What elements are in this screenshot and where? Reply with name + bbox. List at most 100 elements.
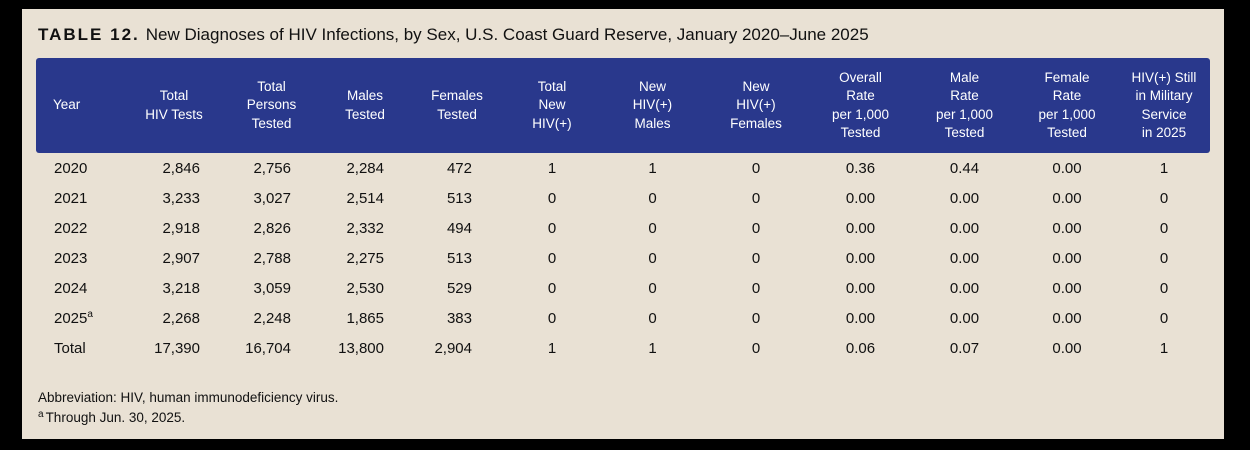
cell-year: 2022 [54,219,88,237]
cell-males-tested: 1,865 [346,309,384,327]
table-row: 2021 3,233 3,027 2,514 513 0 0 0 0.00 0.00 0.00 0 [36,183,1210,213]
cell-overall-rate-per-1000-tested: 0.00 [845,249,876,267]
cell-hiv-positive-still-in-service: 1 [1159,339,1169,357]
cell-males-tested: 2,275 [346,249,384,267]
cell-new-hiv-positive-females: 0 [751,309,761,327]
cell-total-new-hiv-positive: 1 [547,159,557,177]
cell-total-persons-tested: 3,059 [253,279,291,297]
cell-total-persons-tested: 2,788 [253,249,291,267]
table-header-row: Year Total HIV Tests Total Persons Tested M… [36,58,1210,153]
cell-male-rate-per-1000-tested: 0.00 [949,309,980,327]
column-header-overall-rate-per-1000-tested: Overall Rate per 1,000 Tested [808,58,913,153]
cell-new-hiv-positive-females: 0 [751,279,761,297]
table-row: 2020 2,846 2,756 2,284 472 1 1 0 0.36 0.44 0.00 1 [36,153,1210,183]
cell-males-tested: 2,514 [346,189,384,207]
cell-year: Total [54,339,86,357]
abbreviation-note: Abbreviation: HIV, human immunodeficienc… [38,390,339,405]
table-number-label: TABLE 12. [38,25,140,44]
column-header-new-hiv-positive-males: New HIV(+) Males [601,58,704,153]
cell-female-rate-per-1000-tested: 0.00 [1052,309,1082,327]
cell-total-hiv-tests: 2,268 [162,309,200,327]
footnote-a: a Through Jun. 30, 2025. [38,408,1210,428]
cell-overall-rate-per-1000-tested: 0.36 [845,159,876,177]
cell-females-tested: 513 [446,249,472,267]
cell-total-new-hiv-positive: 0 [547,189,557,207]
hiv-diagnoses-table: Year Total HIV Tests Total Persons Tested M… [36,58,1210,363]
cell-year: 2024 [54,279,88,297]
cell-total-new-hiv-positive: 0 [547,279,557,297]
cell-total-hiv-tests: 2,918 [162,219,200,237]
table-row: 2023 2,907 2,788 2,275 513 0 0 0 0.00 0.00 0.00 0 [36,243,1210,273]
cell-female-rate-per-1000-tested: 0.00 [1052,279,1082,297]
cell-year: 2025a [54,308,93,327]
table-title-text: New Diagnoses of HIV Infections, by Sex,… [145,25,869,44]
cell-females-tested: 383 [446,309,472,327]
cell-hiv-positive-still-in-service: 0 [1159,279,1169,297]
column-header-males-tested: Males Tested [319,58,411,153]
cell-males-tested: 2,284 [346,159,384,177]
footnotes: Abbreviation: HIV, human immunodeficienc… [38,388,1210,429]
cell-overall-rate-per-1000-tested: 0.06 [845,339,876,357]
cell-new-hiv-positive-females: 0 [751,339,761,357]
cell-overall-rate-per-1000-tested: 0.00 [845,309,876,327]
cell-hiv-positive-still-in-service: 0 [1159,189,1169,207]
cell-females-tested: 529 [446,279,472,297]
column-header-total-persons-tested: Total Persons Tested [224,58,319,153]
cell-total-new-hiv-positive: 0 [547,309,557,327]
cell-total-hiv-tests: 17,390 [154,339,200,357]
cell-total-persons-tested: 16,704 [245,339,291,357]
cell-male-rate-per-1000-tested: 0.44 [949,159,980,177]
cell-male-rate-per-1000-tested: 0.00 [949,219,980,237]
cell-new-hiv-positive-females: 0 [751,219,761,237]
cell-total-persons-tested: 3,027 [253,189,291,207]
cell-total-new-hiv-positive: 0 [547,249,557,267]
cell-year: 2020 [54,159,88,177]
cell-male-rate-per-1000-tested: 0.00 [949,279,980,297]
cell-male-rate-per-1000-tested: 0.07 [949,339,980,357]
cell-males-tested: 2,332 [346,219,384,237]
table-row: Total 17,390 16,704 13,800 2,904 1 1 0 0.06 0.07 0… [36,333,1210,363]
table-body: 2020 2,846 2,756 2,284 472 1 1 0 0.36 0.44 0.00 1 20… [36,153,1210,363]
table-panel: TABLE 12. New Diagnoses of HIV Infections… [22,9,1224,439]
column-header-female-rate-per-1000-tested: Female Rate per 1,000 Tested [1016,58,1118,153]
column-header-total-hiv-tests: Total HIV Tests [124,58,224,153]
cell-female-rate-per-1000-tested: 0.00 [1052,219,1082,237]
cell-female-rate-per-1000-tested: 0.00 [1052,159,1082,177]
column-header-hiv-positive-still-in-service: HIV(+) Still in Military Service in 2025 [1118,58,1210,153]
cell-females-tested: 2,904 [434,339,472,357]
cell-female-rate-per-1000-tested: 0.00 [1052,189,1082,207]
cell-female-rate-per-1000-tested: 0.00 [1052,339,1082,357]
column-header-male-rate-per-1000-tested: Male Rate per 1,000 Tested [913,58,1016,153]
cell-overall-rate-per-1000-tested: 0.00 [845,219,876,237]
cell-new-hiv-positive-males: 0 [648,249,657,267]
column-header-total-new-hiv-positive: Total New HIV(+) [503,58,601,153]
cell-females-tested: 513 [446,189,472,207]
cell-total-hiv-tests: 3,218 [162,279,200,297]
cell-total-new-hiv-positive: 0 [547,219,557,237]
table-row: 2024 3,218 3,059 2,530 529 0 0 0 0.00 0.00 0.00 0 [36,273,1210,303]
cell-overall-rate-per-1000-tested: 0.00 [845,279,876,297]
cell-new-hiv-positive-males: 0 [648,219,657,237]
cell-new-hiv-positive-females: 0 [751,159,761,177]
cell-new-hiv-positive-males: 1 [648,339,657,357]
cell-total-hiv-tests: 2,846 [162,159,200,177]
cell-total-persons-tested: 2,756 [253,159,291,177]
cell-female-rate-per-1000-tested: 0.00 [1052,249,1082,267]
cell-year: 2023 [54,249,88,267]
cell-male-rate-per-1000-tested: 0.00 [949,189,980,207]
cell-hiv-positive-still-in-service: 1 [1159,159,1169,177]
cell-hiv-positive-still-in-service: 0 [1159,249,1169,267]
cell-total-new-hiv-positive: 1 [547,339,557,357]
cell-males-tested: 13,800 [338,339,384,357]
cell-male-rate-per-1000-tested: 0.00 [949,249,980,267]
cell-females-tested: 472 [446,159,472,177]
cell-new-hiv-positive-females: 0 [751,249,761,267]
footnote-marker: a [38,408,44,420]
year-footnote-marker: a [87,308,93,320]
column-header-females-tested: Females Tested [411,58,503,153]
cell-females-tested: 494 [446,219,472,237]
cell-hiv-positive-still-in-service: 0 [1159,309,1169,327]
cell-new-hiv-positive-males: 0 [648,279,657,297]
cell-total-hiv-tests: 3,233 [162,189,200,207]
column-header-new-hiv-positive-females: New HIV(+) Females [704,58,808,153]
